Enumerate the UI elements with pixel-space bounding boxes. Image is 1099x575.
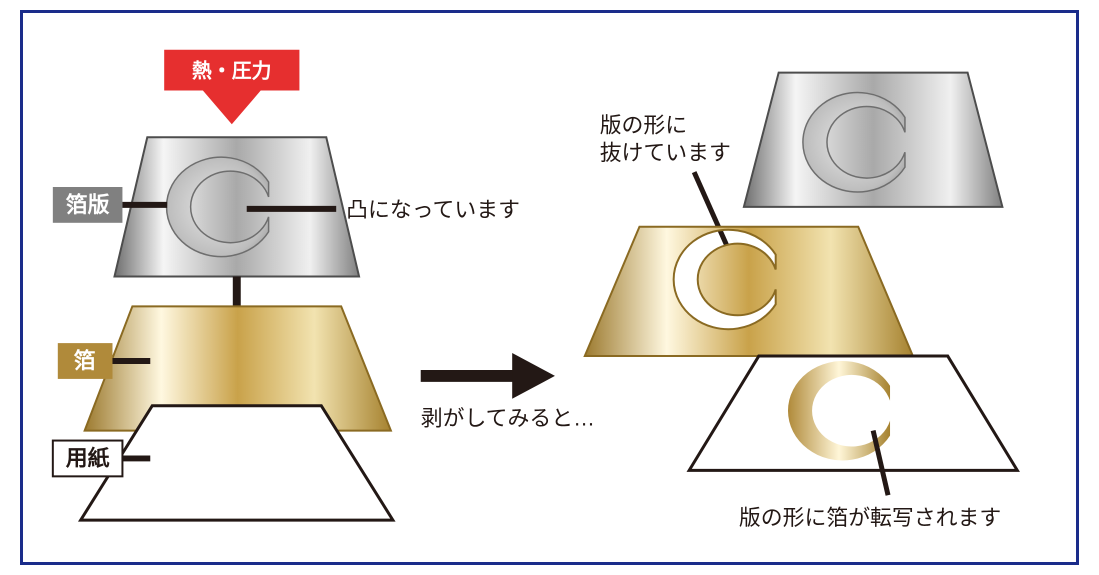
label-convex-text: 凸になっています xyxy=(346,197,520,222)
diagram-svg: 熱・圧力 箔版 凸になっています xyxy=(23,13,1076,565)
peel-text: 剥がしてみると… xyxy=(421,406,595,431)
foil-after xyxy=(585,227,913,356)
paper-after xyxy=(689,356,1017,470)
heat-pressure-badge: 熱・圧力 xyxy=(162,48,301,128)
label-punched-line1: 版の形に xyxy=(600,112,687,137)
label-transferred-text: 版の形に箔が転写されます xyxy=(739,505,1001,530)
heat-pressure-text: 熱・圧力 xyxy=(192,60,272,83)
peel-arrow: 剥がしてみると… xyxy=(421,353,595,431)
label-foil-text: 箔 xyxy=(74,348,96,373)
label-plate-text: 箔版 xyxy=(66,192,110,217)
before-group: 熱・圧力 箔版 凸になっています xyxy=(53,48,520,520)
label-punched-line2: 抜けています xyxy=(600,140,731,165)
label-paper-text: 用紙 xyxy=(66,445,110,470)
after-group: 版の形に 抜けています 版の形に箔が転写されます xyxy=(585,73,1018,530)
plate-after xyxy=(744,73,1003,207)
diagram-frame: 熱・圧力 箔版 凸になっています xyxy=(20,10,1079,565)
